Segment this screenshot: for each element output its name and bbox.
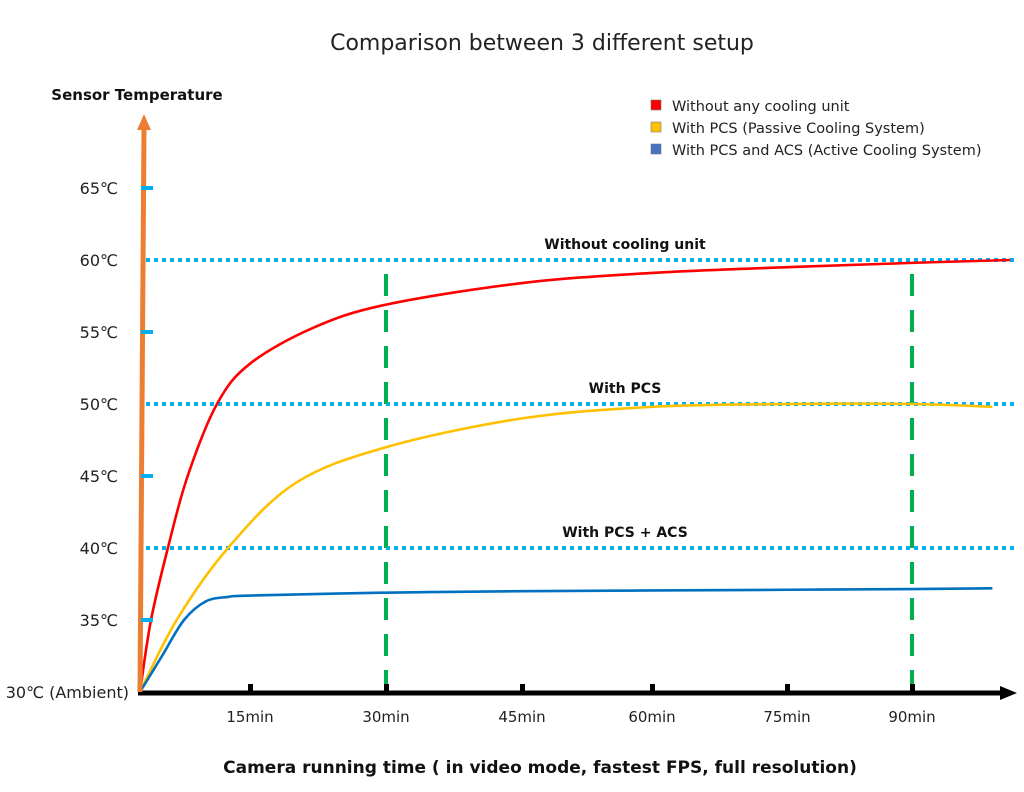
x-tick-mark (248, 684, 253, 693)
x-tick-mark (520, 684, 525, 693)
y-tick-label: 60℃ (80, 251, 118, 270)
x-tick-label: 90min (888, 708, 935, 726)
y-axis-arrow (137, 114, 151, 130)
legend: Without any cooling unit With PCS (Passiv… (650, 99, 981, 159)
chart-title: Comparison between 3 different setup (330, 31, 754, 56)
reference-label: With PCS + ACS (562, 525, 688, 541)
y-axis-label: Sensor Temperature (51, 86, 222, 104)
y-tick-mark (141, 330, 153, 334)
legend-swatch (650, 143, 662, 155)
series-line-1 (138, 258, 1011, 693)
y-tick-label: 30℃ (Ambient) (6, 683, 129, 702)
y-tick-label: 40℃ (80, 539, 118, 558)
reference-label: Without cooling unit (544, 237, 706, 253)
x-tick-mark (785, 684, 790, 693)
legend-entry: With PCS (Passive Cooling System) (672, 121, 925, 137)
y-tick-mark (141, 474, 153, 478)
y-tick-mark (141, 618, 153, 622)
series-line-3 (138, 587, 993, 693)
x-tick-mark (650, 684, 655, 693)
x-tick-label: 60min (628, 708, 675, 726)
x-tick-mark (384, 684, 389, 693)
x-tick-label: 30min (362, 708, 409, 726)
y-tick-label: 55℃ (80, 323, 118, 342)
x-tick-label: 45min (498, 708, 545, 726)
legend-entry: With PCS and ACS (Active Cooling System) (672, 143, 981, 159)
y-tick-mark (141, 186, 153, 190)
legend-entry: Without any cooling unit (672, 99, 850, 115)
y-tick-label: 35℃ (80, 611, 118, 630)
reference-label: With PCS (589, 381, 662, 397)
legend-swatch (650, 99, 662, 111)
x-axis-label: Camera running time ( in video mode, fas… (223, 758, 857, 778)
x-axis-arrow (1000, 686, 1017, 700)
y-tick-label: 65℃ (80, 179, 118, 198)
series-line-2 (138, 402, 993, 693)
legend-swatch (650, 121, 662, 133)
y-axis (137, 127, 147, 693)
x-tick-mark (910, 684, 915, 693)
x-tick-label: 75min (763, 708, 810, 726)
y-tick-label: 45℃ (80, 467, 118, 486)
x-tick-label: 15min (226, 708, 273, 726)
y-tick-label: 50℃ (80, 395, 118, 414)
